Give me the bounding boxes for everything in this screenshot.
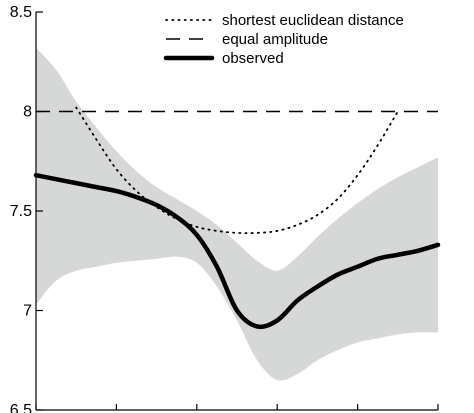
y-tick-label: 6.5 — [10, 402, 32, 413]
legend: shortest euclidean distance equal amplitu… — [163, 12, 404, 67]
series-line-observed — [33, 172, 441, 330]
legend-label: shortest euclidean distance — [222, 12, 404, 29]
legend-label: equal amplitude — [222, 31, 328, 48]
y-tick-label: 7 — [23, 303, 32, 320]
y-tick-label: 7.5 — [10, 203, 32, 220]
series-line-shortest-euclidean-distance — [75, 106, 399, 235]
confidence-band-layer — [36, 47, 438, 381]
y-tick-label: 8.5 — [10, 4, 32, 21]
axes: 6.5 7 7.5 8 8.5 — [10, 4, 439, 413]
series-layer — [33, 106, 441, 330]
confidence-band — [36, 47, 438, 381]
legend-label: observed — [222, 50, 284, 67]
y-tick-label: 8 — [23, 104, 32, 121]
